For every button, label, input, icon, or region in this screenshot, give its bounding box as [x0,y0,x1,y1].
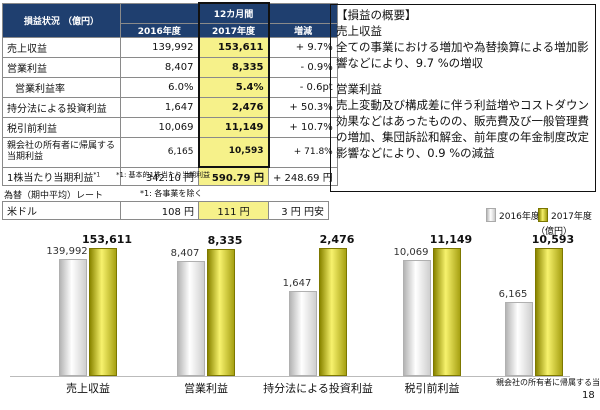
row-label: 持分法による投資利益 [2,96,121,118]
category-label: 親会社の所有者に帰属する当期利益 [496,378,600,387]
category-label: 売上収益 [66,382,110,395]
data-label-2016: 6,165 [498,288,528,300]
rate-change: 3 円 円安 [268,201,329,220]
data-label-2017: 153,611 [81,233,133,246]
bar-2016 [177,260,205,376]
row-change: - 0.6pt [268,76,338,98]
legend-swatch-prev [486,208,496,222]
data-label-2016: 8,407 [170,247,200,259]
summary-box: 【損益の概要】 売上収益 全ての事業における増加や為替換算による増加影響などによ… [330,4,596,192]
row-change: - 0.9% [268,56,338,78]
row-prev: 1,647 [120,96,199,118]
bar-2016 [403,260,431,376]
eps-footnote: *1: 基本的1株当たり当期利益 [116,171,210,179]
category-label: 営業利益 [184,382,228,395]
rate-cur: 111 円 [198,201,269,220]
row-label: 営業利益 [2,56,121,78]
period-label: 12カ月間 [197,2,270,24]
row-cur: 8,335 [197,56,270,78]
rate-prev: 108 円 [120,201,199,220]
row-change: + 9.7% [268,36,338,58]
table-row: 営業利益 8,407 8,335 - 0.9% [2,56,338,78]
row-prev: 10,069 [120,116,199,138]
eps-cur: 590.79 円 [198,166,269,186]
bar-2017 [319,248,347,376]
data-label-2017: 11,149 [429,233,473,246]
table-row: 売上収益 139,992 153,611 + 9.7% [2,36,338,58]
data-label-2017: 2,476 [319,233,355,246]
financial-results-table: 損益状況 （億円） 12カ月間 2016年度 2017年度 増減 売上収益 13… [2,2,338,186]
col-header-change: 増減 [268,22,338,38]
bar-2017 [433,248,461,376]
row-prev: 139,992 [120,36,199,58]
col-header-prev: 2016年度 [120,22,199,38]
table-row: 税引前利益 10,069 11,149 + 10.7% [2,116,338,138]
row-prev: 6,165 [120,136,199,168]
row-cur: 10,593 [197,136,270,168]
row-cur: 2,476 [197,96,270,118]
rate-label: 米ドル [2,201,121,220]
summary-text-revenue: 全ての事業における増加や為替換算による増加影響などにより、9.7 %の増収 [336,40,589,70]
chart-unit-label: （億円） [536,227,573,237]
table-row: 米ドル 108 円 111 円 3 円 円安 [2,201,329,220]
summary-text-operating-profit: 売上変動及び構成差に伴う利益増やコストダウン効果などはあったものの、販売費及び一… [336,98,589,160]
table-row: 持分法による投資利益 1,647 2,476 + 50.3% [2,96,338,118]
data-label-2017: 8,335 [207,234,243,248]
row-prev: 6.0% [120,76,199,98]
table-row: 営業利益率 6.0% 5.4% - 0.6pt [2,76,338,98]
legend-item-prev: 2016年度 [486,208,540,222]
page-number: 18 [582,390,595,401]
legend-label-cur: 2017年度 [551,211,592,222]
row-cur: 11,149 [197,116,270,138]
row-change: + 10.7% [268,116,338,138]
col-header-cur: 2017年度 [197,22,270,38]
exchange-rate-note: *1: 各事業を除く [140,189,203,198]
table-header-label: 損益状況 （億円） [2,2,121,38]
legend-item-cur: 2017年度 [538,208,592,222]
row-change: + 71.8% [268,136,338,168]
table-row: 親会社の所有者に帰属する当期利益 6,165 10,593 + 71.8% [2,136,338,168]
summary-heading-revenue: 売上収益 [336,24,382,38]
row-label: 親会社の所有者に帰属する当期利益 [2,136,121,168]
eps-row: 1株当たり当期利益*1 342.10 円 590.79 円 + 248.69 円 [2,166,338,186]
summary-heading-operating-profit: 営業利益 [336,82,382,96]
legend-label-prev: 2016年度 [499,211,540,222]
eps-change: + 248.69 円 [268,166,338,186]
bar-2017 [207,249,235,376]
bar-2016 [289,290,317,376]
row-label: 税引前利益 [2,116,121,138]
bar-2017 [535,248,563,376]
summary-title: 【損益の概要】 [336,8,417,22]
row-prev: 8,407 [120,56,199,78]
data-label-2016: 1,647 [282,277,312,289]
data-label-2016: 10,069 [393,247,429,259]
data-label-2016: 139,992 [46,246,88,258]
bar-2016 [505,301,533,376]
row-label: 売上収益 [2,36,121,58]
eps-label: 1株当たり当期利益*1 [2,166,121,186]
bar-2017 [89,248,117,376]
exchange-rate-header: 為替（期中平均）レート [4,191,104,201]
category-label: 税引前利益 [404,382,460,395]
chart-baseline [10,376,570,377]
row-cur: 5.4% [197,76,270,98]
category-label: 持分法による投資利益 [263,382,373,395]
row-label: 営業利益率 [2,76,121,98]
row-cur: 153,611 [197,36,270,58]
row-change: + 50.3% [268,96,338,118]
legend-swatch-cur [538,208,548,222]
exchange-rate-table: 米ドル 108 円 111 円 3 円 円安 [2,201,329,220]
bar-2016 [59,259,87,376]
